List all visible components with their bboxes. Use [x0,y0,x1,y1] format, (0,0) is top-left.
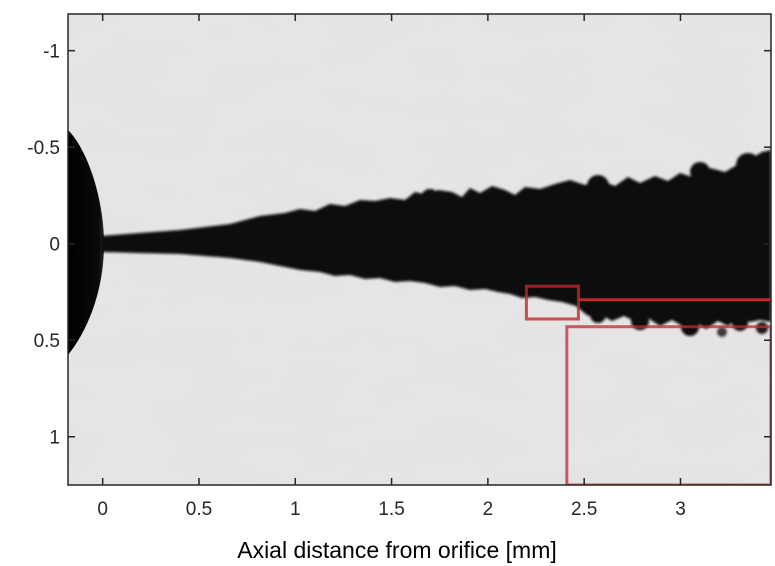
x-axis-ticks: 0 0.5 1 1.5 2 2.5 3 [97,14,686,520]
y-axis-ticks: -1 -0.5 0 0.5 1 [27,42,771,449]
spray-plume [100,150,771,337]
y-tick-label: -1 [43,42,60,63]
x-tick-label: 3 [675,499,686,520]
y-tick-label: -0.5 [27,138,60,159]
small-inset-region [524,284,580,321]
y-tick-label: 0 [49,235,60,256]
y-tick-label: 1 [49,428,60,449]
axes-frame [67,13,772,486]
x-tick-label: 2.5 [571,499,597,520]
x-tick-label: 1.5 [378,499,404,520]
y-tick-label: 0.5 [34,331,60,352]
x-axis-title: Axial distance from orifice [mm] [237,537,557,563]
x-tick-label: 1 [290,499,301,520]
shadowgraph-image [68,14,771,485]
nozzle-liquid-bulge [68,130,104,355]
x-tick-label: 0 [97,499,108,520]
x-tick-label: 0.5 [186,499,212,520]
x-tick-label: 2 [483,499,494,520]
